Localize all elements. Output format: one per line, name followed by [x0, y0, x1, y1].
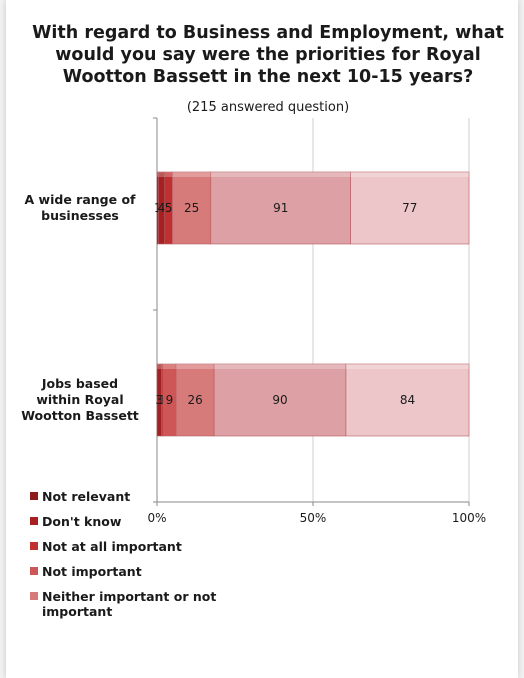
x-tick-label: 0% — [147, 511, 166, 525]
chart-subtitle: (215 answered question) — [186, 100, 350, 115]
data-label: 9 — [166, 393, 174, 407]
data-label: 3 — [155, 393, 163, 407]
legend-item: Not important — [30, 564, 250, 579]
legend-swatch — [30, 517, 38, 525]
data-label: 77 — [402, 201, 417, 215]
legend-item: Neither important or not important — [30, 589, 250, 619]
bar-segment — [210, 171, 351, 245]
bar-segment-highlight — [164, 172, 173, 177]
bar-segment-highlight — [157, 172, 159, 177]
data-label: 5 — [165, 201, 173, 215]
data-label: 1 — [154, 201, 162, 215]
data-label: 4 — [158, 201, 166, 215]
legend-label: Not important — [42, 564, 142, 579]
bar-segment-highlight — [161, 364, 163, 369]
data-label: 26 — [187, 393, 202, 407]
legend-label: Neither important or not important — [42, 589, 217, 619]
category-label: A wide range of businesses — [25, 192, 136, 223]
chart-title: With regard to Business and Employment, … — [32, 23, 504, 87]
legend-swatch — [30, 542, 38, 550]
bar-segment-highlight — [157, 364, 162, 369]
bar-segment — [350, 171, 470, 245]
chart-frame: With regard to Business and Employment, … — [6, 0, 518, 678]
bar-segment-highlight — [176, 364, 215, 369]
bar-segment — [175, 363, 215, 437]
bar-segment-highlight — [172, 172, 211, 177]
x-tick-label: 100% — [452, 511, 486, 525]
legend-item: Don't know — [30, 514, 250, 529]
bar-segment — [172, 171, 212, 245]
bar-segment-highlight — [214, 364, 346, 369]
legend-swatch — [30, 592, 38, 600]
legend-item: Not at all important — [30, 539, 250, 554]
category-label: Jobs based within Royal Wootton Bassett — [21, 376, 139, 423]
x-tick-label: 50% — [300, 511, 327, 525]
bar-segment-highlight — [158, 172, 165, 177]
legend-swatch — [30, 492, 38, 500]
bar-segment-highlight — [350, 172, 469, 177]
legend: Not relevant Don't know Not at all importa… — [30, 489, 250, 629]
data-label: 91 — [273, 201, 288, 215]
legend-label: Not relevant — [42, 489, 131, 504]
legend-item: Not relevant — [30, 489, 250, 504]
legend-label: Don't know — [42, 514, 122, 529]
bar-segment-highlight — [210, 172, 351, 177]
bar-segment — [213, 363, 347, 437]
bar-segment — [345, 363, 470, 437]
legend-label: Not at all important — [42, 539, 182, 554]
bar-segment-highlight — [345, 364, 469, 369]
data-label: 90 — [272, 393, 287, 407]
legend-swatch — [30, 567, 38, 575]
data-label: 84 — [400, 393, 415, 407]
data-label: 1 — [158, 393, 166, 407]
bar-segment-highlight — [162, 364, 177, 369]
data-label: 25 — [184, 201, 199, 215]
